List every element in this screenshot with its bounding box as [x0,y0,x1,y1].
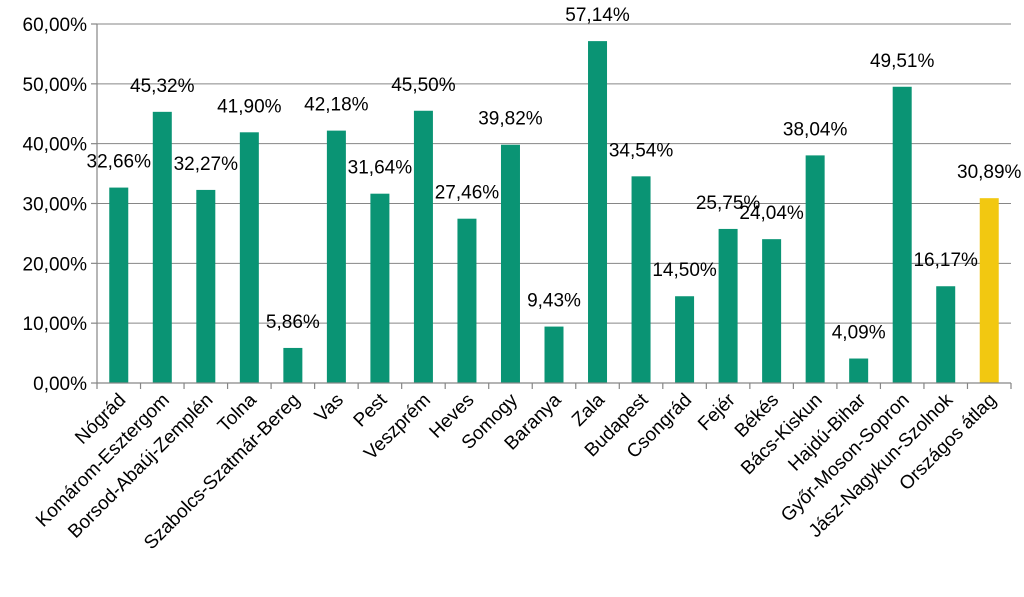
x-category-label: Vas [311,390,348,427]
bar [370,193,390,383]
bar [457,218,477,383]
bar [500,144,520,383]
data-label: 57,14% [565,5,630,26]
y-tick-label: 30,00% [23,195,88,216]
bar [588,41,608,383]
data-label: 27,46% [435,183,500,204]
data-label: 9,43% [527,291,581,312]
y-axis-tick-labels: 0,00% 10,00% 20,00% 30,00% 40,00% 50,00% 60,00… [23,15,88,395]
data-label: 25,75% [696,193,761,214]
bar [326,130,346,383]
bar [762,239,782,383]
bar [718,228,738,383]
bar [979,198,999,383]
y-tick-label: 10,00% [23,314,88,335]
bar [283,347,303,383]
bar [675,296,695,383]
y-tick-label: 20,00% [23,254,88,275]
bar [849,358,869,383]
data-labels: 32,66% 45,32% 32,27% 41,90% 5,86% 42,18% 31,64… [87,5,1022,343]
data-label: 39,82% [478,109,543,130]
data-label: 45,50% [391,75,456,96]
bar [936,286,956,383]
x-axis-category-labels: NógrádKomárom-EsztergomBorsod-Abaúj-Zemp… [32,389,1001,554]
bar [805,155,825,383]
data-label: 14,50% [652,260,717,281]
data-label: 42,18% [304,95,369,116]
bar [413,110,433,383]
axes [91,23,1012,389]
bar [152,111,172,384]
data-label: 5,86% [266,312,320,333]
y-tick-label: 0,00% [33,374,87,395]
bars [109,41,999,384]
data-label: 4,09% [832,323,886,344]
data-label: 32,66% [87,152,152,173]
data-label: 24,04% [739,203,804,224]
bar [892,86,912,383]
data-label: 45,32% [130,76,195,97]
data-label: 31,64% [348,158,413,179]
data-label: 30,89% [957,162,1022,183]
data-label: 38,04% [783,119,848,140]
bar [196,189,216,383]
bar [109,187,129,383]
y-tick-label: 60,00% [23,15,88,36]
data-label: 49,51% [870,51,935,72]
bar [544,326,564,383]
data-label: 41,90% [217,96,282,117]
y-tick-label: 50,00% [23,75,88,96]
bar [631,176,651,383]
data-label: 16,17% [913,250,978,271]
bar [239,132,259,383]
data-label: 34,54% [609,140,674,161]
data-label: 32,27% [174,154,239,175]
y-tick-label: 40,00% [23,135,88,156]
